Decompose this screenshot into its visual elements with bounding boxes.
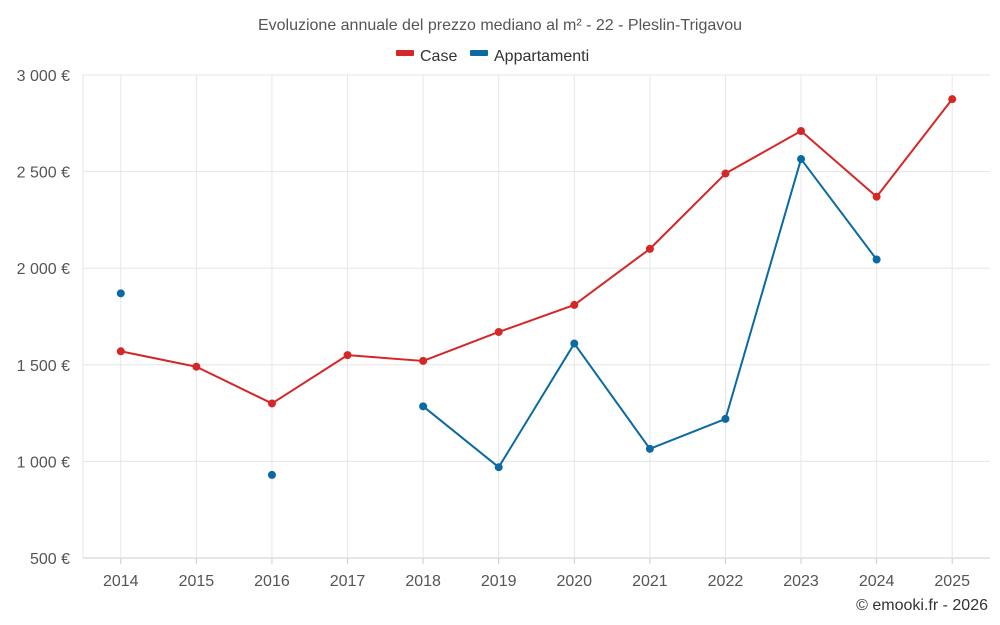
x-tick-label-0: 2014 [103,573,139,590]
series-0-point-2021[interactable] [645,244,654,253]
legend: Case Appartamenti [396,48,589,65]
series-0 [116,95,957,408]
y-tick-label-3: 2 000 € [17,261,70,278]
x-tick-label-6: 2020 [556,573,592,590]
legend-swatch-1[interactable] [470,50,488,56]
y-tick-label-1: 1 000 € [17,454,70,471]
series-0-line-0 [120,98,953,405]
series-1-point-2024[interactable] [872,255,881,264]
x-tick-label-9: 2023 [783,573,819,590]
series-0-point-2016[interactable] [267,399,276,408]
x-tick-label-2: 2016 [254,573,290,590]
series-0-point-2024[interactable] [872,192,881,201]
x-tick-label-7: 2021 [632,573,668,590]
series-group [116,95,957,479]
series-0-point-2023[interactable] [797,127,806,136]
y-tick-label-0: 500 € [30,551,70,568]
series-0-point-2020[interactable] [570,300,579,309]
series-0-point-2019[interactable] [494,327,503,336]
x-tick-label-5: 2019 [481,573,517,590]
x-tick-label-8: 2022 [708,573,744,590]
series-0-point-2025[interactable] [948,95,957,104]
series-0-point-2014[interactable] [116,347,125,356]
y-tick-label-4: 2 500 € [17,165,70,182]
chart-title: Evoluzione annuale del prezzo mediano al… [258,17,742,34]
x-axis: 2014 2015 2016 2017 2018 2019 2020 2021 2022 2023… [103,558,970,590]
series-0-point-2017[interactable] [343,351,352,360]
series-1-point-2016[interactable] [267,470,276,479]
x-tick-label-3: 2017 [330,573,366,590]
series-0-point-2022[interactable] [721,169,730,178]
x-tick-label-10: 2024 [859,573,895,590]
y-tick-label-5: 3 000 € [17,68,70,85]
series-1-point-2019[interactable] [494,463,503,472]
series-1-point-2014[interactable] [116,289,125,298]
series-0-point-2018[interactable] [419,356,428,365]
legend-label-0[interactable]: Case [420,48,457,65]
grid [82,74,990,559]
credit: © emooki.fr - 2026 [856,597,988,614]
legend-swatch-0[interactable] [396,50,414,56]
legend-label-1[interactable]: Appartamenti [494,48,589,65]
series-0-point-2015[interactable] [192,362,201,371]
x-tick-label-1: 2015 [179,573,215,590]
series-1-point-2023[interactable] [797,155,806,164]
series-1-point-2022[interactable] [721,414,730,423]
y-tick-label-2: 1 500 € [17,358,70,375]
series-1 [116,155,881,479]
y-axis: 500 € 1 000 € 1 500 € 2 000 € 2 500 € 3 000 € [17,68,70,568]
series-1-point-2020[interactable] [570,339,579,348]
series-1-point-2021[interactable] [645,444,654,453]
x-tick-label-11: 2025 [934,573,970,590]
series-1-point-2018[interactable] [419,402,428,411]
x-tick-label-4: 2018 [405,573,441,590]
